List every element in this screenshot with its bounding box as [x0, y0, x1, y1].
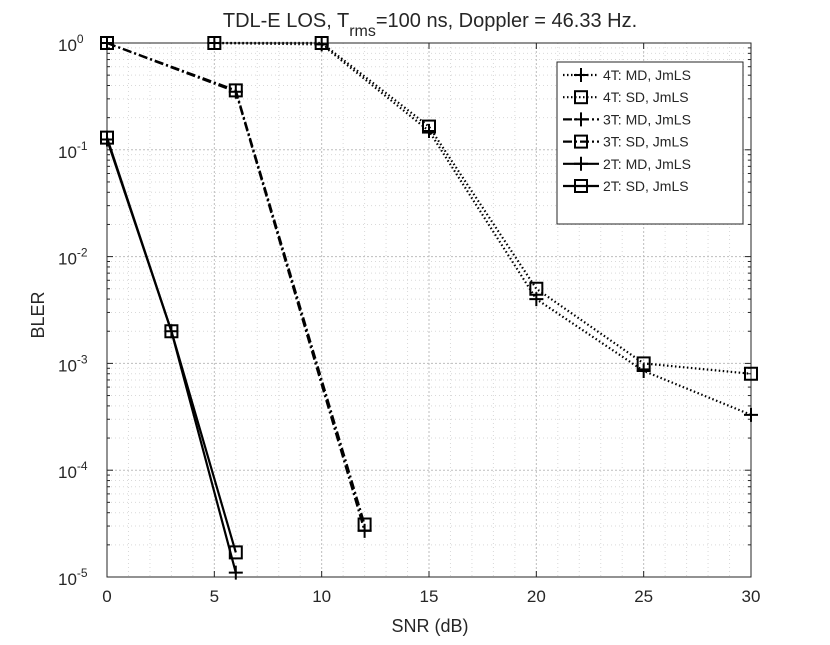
legend-marker-plus [574, 156, 588, 171]
x-tick-label: 15 [420, 587, 439, 606]
legend-label: 3T: SD, JmLS [603, 134, 689, 150]
series-line [214, 41, 752, 375]
legend-entry: 4T: MD, JmLS [563, 67, 691, 83]
x-tick-label: 5 [210, 587, 219, 606]
legend-entry: 4T: SD, JmLS [563, 89, 689, 105]
series-6 [100, 130, 243, 560]
y-tick-label: 10-1 [58, 139, 88, 162]
data-point-square [228, 83, 243, 98]
y-tick-label: 10-3 [58, 352, 88, 375]
y-tick-label: 10-5 [58, 566, 88, 589]
y-tick-label: 100 [58, 32, 84, 55]
data-point-plus [228, 565, 243, 580]
y-tick-label: 10-4 [58, 459, 88, 482]
data-point-plus [636, 363, 651, 378]
series-2 [207, 36, 758, 381]
legend-label: 4T: MD, JmLS [603, 67, 691, 83]
legend-marker-square [574, 134, 588, 149]
x-tick-label: 10 [312, 587, 331, 606]
legend-label: 2T: MD, JmLS [603, 156, 691, 172]
series-line [214, 41, 752, 416]
x-axis-label: SNR (dB) [391, 616, 468, 636]
data-point-square [744, 366, 758, 381]
legend-label: 2T: SD, JmLS [603, 178, 689, 194]
data-point-square [357, 517, 372, 532]
data-point-square [529, 281, 544, 296]
data-point-square [636, 356, 651, 371]
data-point-square [100, 130, 114, 145]
legend-entry: 2T: SD, JmLS [563, 178, 689, 194]
legend-marker-plus [574, 112, 588, 127]
series-line [106, 41, 366, 525]
legend-marker-plus [574, 68, 588, 82]
x-tick-label: 0 [102, 587, 111, 606]
series-4 [100, 36, 372, 532]
chart-title: TDL-E LOS, Trms=100 ns, Doppler = 46.33 … [223, 10, 637, 40]
data-point-square [100, 36, 114, 50]
x-tick-label: 30 [742, 587, 761, 606]
series-layer [100, 36, 758, 580]
data-point-square [207, 36, 222, 50]
legend-entry: 3T: MD, JmLS [563, 111, 691, 127]
data-point-square [314, 36, 329, 50]
tick-labels: 0 5 10 15 20 25 30 10-5 10-4 10-3 10-2 10-1 100 [58, 32, 760, 606]
x-tick-label: 20 [527, 587, 546, 606]
y-tick-label: 10-2 [58, 246, 88, 269]
data-point-plus [744, 407, 758, 422]
legend-marker-square [574, 90, 588, 105]
x-tick-label: 25 [634, 587, 653, 606]
legend-marker-square [574, 179, 588, 193]
y-axis-label: BLER [28, 291, 48, 338]
data-point-square [422, 119, 436, 134]
axes [106, 42, 752, 578]
legend-label: 4T: SD, JmLS [603, 89, 689, 105]
legend-entry: 2T: MD, JmLS [563, 156, 691, 172]
data-point-square [164, 324, 179, 339]
legend: 4T: MD, JmLS 4T: SD, JmLS 3T: MD, JmLS 3T: … [556, 61, 744, 225]
series-line [105, 137, 237, 553]
data-point-square [228, 545, 243, 560]
legend-entry: 3T: SD, JmLS [563, 134, 689, 150]
data-point-plus [422, 123, 436, 138]
legend-label: 3T: MD, JmLS [603, 111, 691, 127]
